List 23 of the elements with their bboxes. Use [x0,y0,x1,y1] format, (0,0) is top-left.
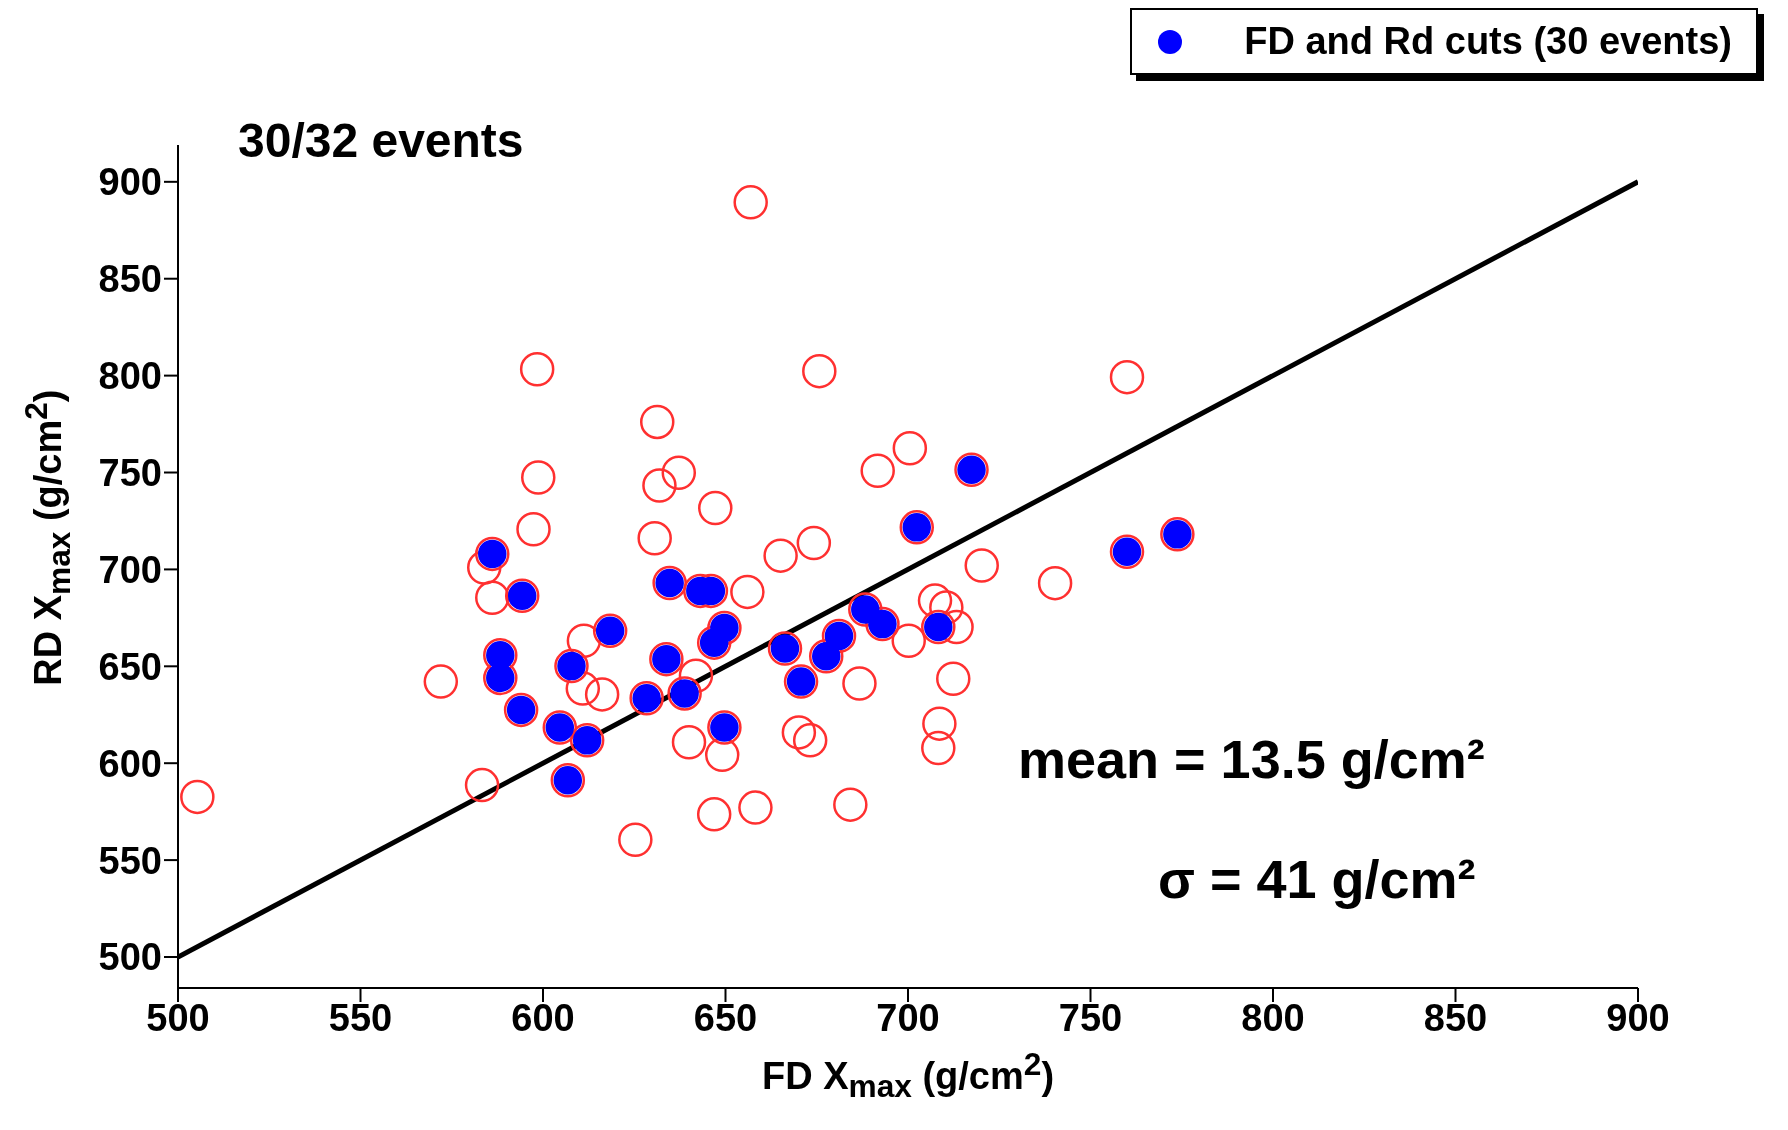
x-tick-label: 550 [328,996,393,1039]
x-tick-label: 850 [1423,996,1488,1039]
x-tick-label: 900 [1606,996,1670,1039]
x-tick-label: 800 [1241,996,1305,1039]
x-tick-label: 700 [876,996,940,1039]
y-tick-label: 700 [98,548,162,591]
y-tick-label: 900 [98,161,162,204]
x-tick-label: 500 [146,996,210,1039]
annotation: mean = 13.5 g/cm² [1018,728,1485,790]
annotation: σ = 41 g/cm² [1158,848,1476,910]
x-tick-label: 600 [511,996,575,1039]
y-tick-label: 750 [98,452,162,494]
legend-label: FD and Rd cuts (30 events) [1244,20,1732,63]
annotation: 30/32 events [238,113,524,168]
y-tick-label: 500 [98,936,162,979]
x-tick-label: 650 [693,996,758,1039]
y-tick-label: 600 [98,742,162,785]
y-tick-label: 650 [98,645,162,688]
y-tick-label: 800 [98,355,162,398]
y-tick-label: 850 [98,258,162,301]
y-tick-label: 550 [98,839,162,882]
x-tick-label: 750 [1058,996,1123,1039]
x-axis-title: FD X$_{max}$ (g/cm$^{2}$) [760,1046,1056,1106]
